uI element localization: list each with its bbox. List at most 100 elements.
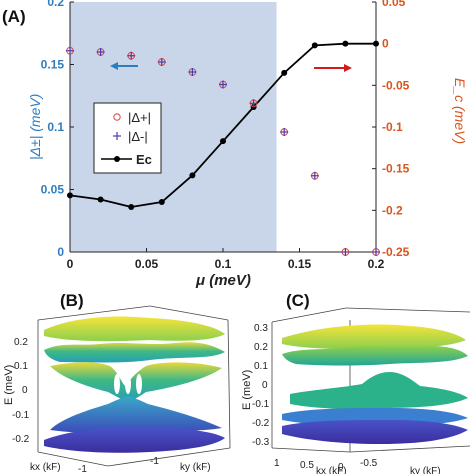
ec-point: [342, 40, 349, 47]
x-axis-title: μ (meV): [195, 272, 251, 289]
panel-c-ztick: -0.2: [252, 418, 270, 429]
y-left-tick-label: 0: [57, 245, 64, 259]
delta-minus-point: [372, 248, 380, 256]
panel-b-bottom-surface: [44, 427, 225, 453]
panel-b-ztick: -0.1: [12, 410, 30, 421]
panel-c-chart: (C) E (meV) 0.3 0.2 0.1 0 -0.1 -0.2 -0.3…: [241, 291, 471, 474]
x-tick-label: 0.2: [368, 257, 385, 271]
panel-b-ztick: 0.1: [14, 361, 28, 372]
delta-minus-point: [157, 58, 166, 66]
panel-c-ztick: 0.2: [254, 342, 268, 353]
panel-b-ytick: -1: [150, 456, 159, 467]
y-left-tick-label: 0.2: [47, 0, 64, 9]
y-right-tick-label: -0.2: [382, 203, 403, 217]
panel-b-label: (B): [60, 291, 84, 310]
panel-b-ztick: -0.2: [12, 434, 30, 445]
legend-entry-3: Ec: [136, 152, 152, 167]
panel-c-xtick: 1: [274, 458, 280, 469]
delta-minus-point: [188, 68, 197, 76]
ec-point: [158, 199, 165, 205]
gap-series: [66, 46, 380, 256]
delta-minus-point: [280, 128, 289, 136]
legend: |Δ+| |Δ-| Ec: [93, 102, 162, 174]
panel-b-cone-surface: [50, 362, 222, 402]
legend-entry-2: |Δ-|: [128, 129, 148, 144]
panel-c-zlabel: E (meV): [241, 370, 253, 410]
panel-c-top-surface: [282, 324, 466, 349]
x-tick-label: 0.05: [135, 257, 159, 271]
legend-line-marker: [101, 156, 132, 162]
x-ticks: 0 0.05 0.1 0.15 0.2: [67, 248, 385, 271]
panel-b-top-surface: [44, 316, 225, 342]
panel-b-xtick: -1: [78, 464, 87, 474]
y-left-ticks: 0 0.05 0.1 0.15 0.2: [41, 0, 74, 259]
panel-c-ztick: -0.3: [252, 437, 270, 448]
delta-minus-point: [310, 171, 319, 180]
y-right-tick-label: 0: [382, 37, 389, 51]
legend-circle-marker: [113, 113, 121, 121]
panel-b-ylabel: ky (kF): [180, 462, 211, 473]
delta-minus-point: [66, 46, 74, 55]
panel-c-ylabel: ky (kF): [410, 466, 441, 474]
ec-point: [220, 138, 226, 145]
x-tick-label: 0.15: [288, 257, 312, 271]
panel-c-label: (C): [286, 291, 310, 310]
panel-c-ytick: -0.5: [360, 458, 378, 469]
panel-c-xlabel: kx (kF): [316, 466, 347, 474]
y-right-tick-label: -0.15: [382, 162, 410, 176]
delta-minus-point: [127, 51, 136, 60]
panel-b-frame: [37, 305, 231, 467]
panel-b-ztick: 0: [22, 385, 28, 396]
panel-b-xlabel: kx (kF): [30, 462, 61, 473]
y-left-tick-label: 0.15: [41, 58, 65, 72]
delta-minus-point: [96, 48, 105, 56]
delta-minus-point: [249, 99, 258, 108]
legend-entry-1: |Δ+|: [128, 110, 151, 125]
panel-c-zticks: 0.3 0.2 0.1 0 -0.1 -0.2 -0.3: [252, 323, 270, 448]
panel-c-ztick: 0.1: [254, 361, 268, 372]
ec-point: [128, 204, 135, 210]
ec-point: [281, 69, 288, 76]
left-arrow: [110, 62, 138, 70]
panel-b-upper-ripple: [44, 342, 225, 363]
right-arrow: [314, 64, 352, 72]
panel-b-ztick: 0.2: [14, 337, 28, 348]
panel-c-dome-surface: [290, 372, 468, 409]
panel-c-xtick: 0: [338, 462, 344, 473]
x-tick-label: 0: [67, 257, 74, 271]
ec-point: [67, 192, 73, 199]
y-right-tick-label: -0.1: [382, 120, 403, 134]
panel-c-xticks: 1 0.5 0: [274, 458, 344, 473]
ec-point: [373, 40, 379, 47]
left-axis-title: |Δ±| (meV): [27, 94, 43, 160]
panel-c-upper-ripple: [282, 346, 468, 366]
y-right-tick-label: -0.25: [382, 245, 410, 259]
panel-b-lower-cone: [50, 396, 222, 434]
ec-series: [67, 40, 379, 210]
panel-c-bottom-surface: [282, 420, 468, 444]
ec-point: [97, 196, 104, 203]
y-right-tick-label: -0.05: [382, 78, 410, 92]
delta-minus-point: [341, 248, 350, 256]
y-left-tick-label: 0.1: [47, 120, 64, 134]
panel-c-ztick: 0.3: [254, 323, 268, 334]
panel-b-zlabel: E (meV): [3, 365, 15, 405]
ec-point: [311, 42, 318, 49]
y-right-ticks: 0.05 0 -0.05 -0.1 -0.15 -0.2 -0.25: [372, 0, 410, 259]
delta-minus-point: [219, 80, 227, 89]
panel-a-chart: 0 0.05 0.1 0.15 0.2 0 0.05 0.1 0.15 0.2 0.05 0 -0.…: [2, 0, 468, 289]
panel-b-gap-lobes: [114, 374, 142, 394]
panel-b-zticks: 0.2 0.1 0 -0.1 -0.2: [12, 337, 30, 445]
ec-point: [189, 172, 196, 179]
x-tick-label: 0.1: [215, 257, 232, 271]
panel-c-ztick: -0.1: [252, 399, 270, 410]
right-axis-title: E_c (meV): [452, 78, 468, 144]
legend-plus-marker: [113, 132, 121, 140]
panel-a-label: (A): [2, 7, 26, 26]
panel-b-chart: (B) E (meV) 0.2 0.1 0 -0.1 -0.2: [3, 291, 231, 474]
panel-c-xtick: 0.5: [300, 460, 314, 471]
panel-c-ztick: 0: [262, 380, 268, 391]
y-right-tick-label: 0.05: [382, 0, 406, 9]
y-left-tick-label: 0.05: [41, 183, 65, 197]
